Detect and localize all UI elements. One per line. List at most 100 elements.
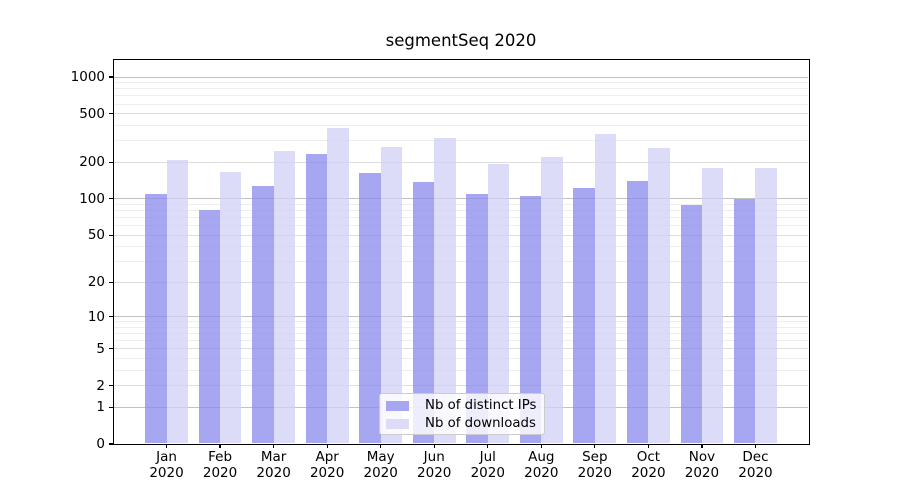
x-tick-label-jan: Jan 2020 <box>149 449 184 481</box>
y-tick-mark-200 <box>109 161 113 163</box>
y-tick-mark-500 <box>109 113 113 115</box>
x-tick-label-jun: Jun 2020 <box>417 449 452 481</box>
bar-downloads-jun <box>434 138 456 444</box>
bar-downloads-aug <box>541 157 563 444</box>
bar-downloads-nov <box>701 167 724 444</box>
x-tick-label-apr: Apr 2020 <box>309 449 345 481</box>
gridline-900 <box>114 82 808 84</box>
legend-item-distinct-ips: Nb of distinct IPs <box>386 397 544 415</box>
gridline-7 <box>114 333 808 335</box>
x-tick-mark-apr <box>326 444 328 448</box>
x-tick-mark-sep <box>594 444 596 448</box>
y-tick-mark-50 <box>109 234 113 236</box>
bar-downloads-jul <box>487 163 510 444</box>
legend-label-distinct-ips: Nb of distinct IPs <box>425 398 537 413</box>
gridline-70 <box>114 217 808 219</box>
bar-distinct-ips-mar <box>252 185 274 444</box>
bar-downloads-may <box>380 146 403 444</box>
gridline-8 <box>114 326 808 328</box>
x-tick-mark-aug <box>540 444 542 448</box>
gridline-1000 <box>114 76 808 78</box>
bar-distinct-ips-aug <box>519 195 542 444</box>
bar-downloads-jan <box>166 159 188 444</box>
gridline-20 <box>114 281 808 283</box>
y-tick-label-200: 200 <box>79 154 105 171</box>
legend-swatch-downloads <box>386 419 409 429</box>
x-tick-mark-dec <box>754 444 757 448</box>
x-tick-label-oct: Oct 2020 <box>631 449 666 481</box>
bar-distinct-ips-nov <box>680 204 702 444</box>
gridline-600 <box>114 103 808 105</box>
gridline-60 <box>114 225 808 227</box>
x-tick-label-feb: Feb 2020 <box>202 449 238 481</box>
bar-distinct-ips-feb <box>198 209 221 444</box>
gridline-500 <box>114 113 808 115</box>
bar-downloads-apr <box>327 127 349 444</box>
gridline-2 <box>114 385 808 387</box>
gridline-3 <box>114 369 808 371</box>
legend-swatch-distinct-ips <box>386 401 409 411</box>
legend: Nb of distinct IPs Nb of downloads <box>379 393 545 435</box>
y-tick-mark-10 <box>109 316 113 318</box>
y-tick-label-5: 5 <box>96 340 105 357</box>
y-tick-mark-0 <box>109 443 113 445</box>
gridline-9 <box>114 321 808 323</box>
gridline-200 <box>114 161 808 163</box>
y-tick-label-100: 100 <box>79 190 105 207</box>
x-tick-mark-oct <box>647 444 649 448</box>
y-tick-mark-1 <box>109 406 113 408</box>
bar-distinct-ips-jul <box>466 193 488 444</box>
gridline-5 <box>114 348 808 350</box>
x-tick-label-aug: Aug 2020 <box>524 449 559 481</box>
gridline-80 <box>114 210 808 212</box>
bar-distinct-ips-oct <box>626 181 649 444</box>
gridline-90 <box>114 203 808 205</box>
gridline-40 <box>114 246 808 248</box>
y-tick-label-10: 10 <box>87 308 105 325</box>
x-tick-mark-may <box>380 444 382 448</box>
gridline-6 <box>114 340 808 342</box>
y-tick-label-20: 20 <box>87 274 105 291</box>
bar-downloads-feb <box>220 172 242 444</box>
y-tick-mark-100 <box>109 198 113 200</box>
y-tick-mark-1000 <box>109 76 113 78</box>
bar-distinct-ips-apr <box>305 153 328 444</box>
legend-label-downloads: Nb of downloads <box>425 416 536 431</box>
x-tick-label-jul: Jul 2020 <box>470 449 505 481</box>
x-tick-label-may: May 2020 <box>363 449 398 481</box>
bar-distinct-ips-jun <box>412 181 435 444</box>
y-tick-mark-2 <box>109 385 113 387</box>
x-tick-label-nov: Nov 2020 <box>684 449 720 481</box>
bar-downloads-oct <box>648 148 670 444</box>
x-tick-label-mar: Mar 2020 <box>256 449 291 481</box>
y-tick-label-500: 500 <box>79 105 105 122</box>
bar-downloads-mar <box>273 150 295 444</box>
gridline-4 <box>114 358 808 360</box>
x-tick-mark-feb <box>219 444 221 448</box>
x-tick-mark-jun <box>433 444 435 448</box>
y-tick-label-2: 2 <box>96 377 105 394</box>
x-tick-label-dec: Dec 2020 <box>738 449 773 481</box>
gridline-50 <box>114 234 808 236</box>
bar-distinct-ips-sep <box>573 188 595 444</box>
bar-distinct-ips-may <box>359 172 381 444</box>
bar-downloads-sep <box>594 134 617 444</box>
gridline-700 <box>114 95 808 97</box>
chart-title: segmentSeq 2020 <box>385 31 537 50</box>
x-tick-mark-nov <box>701 444 703 448</box>
bar-downloads-dec <box>755 168 777 444</box>
x-tick-mark-jul <box>487 444 489 448</box>
y-tick-mark-5 <box>109 348 113 350</box>
y-tick-mark-20 <box>109 281 113 283</box>
y-tick-label-0: 0 <box>96 436 105 452</box>
legend-item-downloads: Nb of downloads <box>386 415 544 433</box>
bar-distinct-ips-jan <box>145 194 167 444</box>
y-tick-label-1: 1 <box>96 399 105 416</box>
gridline-300 <box>114 140 808 142</box>
x-tick-mark-jan <box>165 444 168 448</box>
y-tick-label-50: 50 <box>87 227 105 244</box>
gridline-30 <box>114 261 808 263</box>
gridline-10 <box>114 316 808 318</box>
y-tick-label-1000: 1000 <box>70 69 105 86</box>
